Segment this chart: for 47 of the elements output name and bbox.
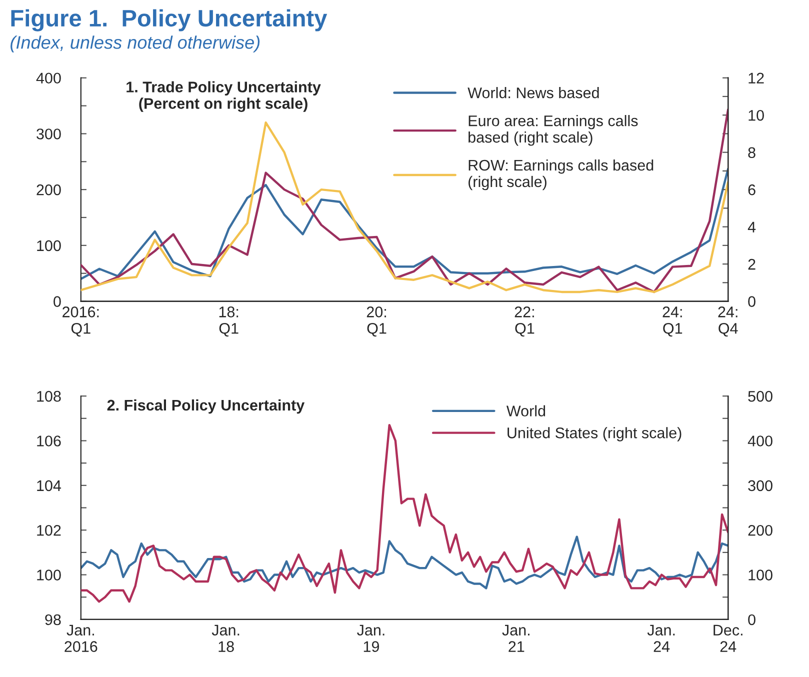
x-tick-label: 24: Q1 bbox=[662, 306, 682, 337]
x-tick-label: 20: Q1 bbox=[366, 306, 386, 337]
y2-tick-label: 100 bbox=[748, 570, 772, 580]
chart-title: 2. Fiscal Policy Uncertainty bbox=[107, 399, 305, 414]
legend-label: World: News based bbox=[468, 87, 599, 98]
x-tick-label: 24: Q4 bbox=[718, 306, 738, 337]
legend-label: ROW: Earnings calls based (right scale) bbox=[468, 159, 654, 190]
legend-label: United States (right scale) bbox=[508, 427, 682, 442]
x-tick-label: 22: Q1 bbox=[514, 306, 534, 337]
x-tick-label: Jan. 21 bbox=[502, 624, 530, 652]
y-tick-label: 98 bbox=[45, 614, 61, 626]
chart-title: Figure 1. Policy Uncertainty bbox=[11, 9, 328, 32]
y-tick-label: 104 bbox=[37, 480, 62, 492]
y2-tick-label: 200 bbox=[748, 524, 772, 536]
x-tick-label: 18: Q1 bbox=[219, 306, 238, 337]
y2-tick-label: 0 bbox=[748, 614, 756, 626]
y-tick-label: 300 bbox=[36, 128, 61, 140]
chart-subtitle: (Index, unless noted otherwise) bbox=[10, 36, 260, 52]
legend-label: Euro area: Earnings calls based (right scale) bbox=[468, 115, 638, 146]
line-series bbox=[80, 536, 728, 590]
y2-tick-label: 0 bbox=[748, 296, 756, 307]
y2-tick-label: 4 bbox=[748, 222, 756, 232]
y-tick-label: 108 bbox=[37, 390, 61, 402]
x-tick-label: Jan. 19 bbox=[357, 624, 384, 652]
y-tick-label: 200 bbox=[36, 184, 61, 196]
y2-tick-label: 8 bbox=[748, 147, 756, 158]
x-tick-label: Jan. 24 bbox=[647, 624, 675, 652]
line-series bbox=[80, 424, 728, 603]
y2-tick-label: 500 bbox=[748, 390, 772, 402]
y-tick-label: 100 bbox=[37, 570, 61, 580]
y-tick-label: 102 bbox=[37, 524, 61, 536]
y-tick-label: 400 bbox=[36, 72, 61, 84]
y2-tick-label: 6 bbox=[748, 184, 756, 196]
y-tick-label: 106 bbox=[37, 436, 61, 446]
x-tick-label: 2016: Q1 bbox=[62, 306, 99, 337]
x-tick-label: Jan. 2016 bbox=[64, 624, 98, 652]
y2-tick-label: 10 bbox=[748, 110, 764, 121]
y2-tick-label: 400 bbox=[748, 436, 772, 446]
y2-tick-label: 2 bbox=[748, 258, 756, 270]
legend-label: World bbox=[506, 405, 546, 416]
y-tick-label: 100 bbox=[37, 240, 61, 252]
y2-tick-label: 300 bbox=[748, 480, 772, 492]
annotation: 1. Trade Policy Uncertainty (Percent on right scale) bbox=[126, 81, 321, 112]
y-tick-label: 0 bbox=[54, 296, 61, 307]
x-tick-label: Jan. 18 bbox=[212, 624, 240, 652]
y2-tick-label: 12 bbox=[748, 72, 764, 84]
x-tick-label: Dec. 24 bbox=[714, 624, 742, 652]
